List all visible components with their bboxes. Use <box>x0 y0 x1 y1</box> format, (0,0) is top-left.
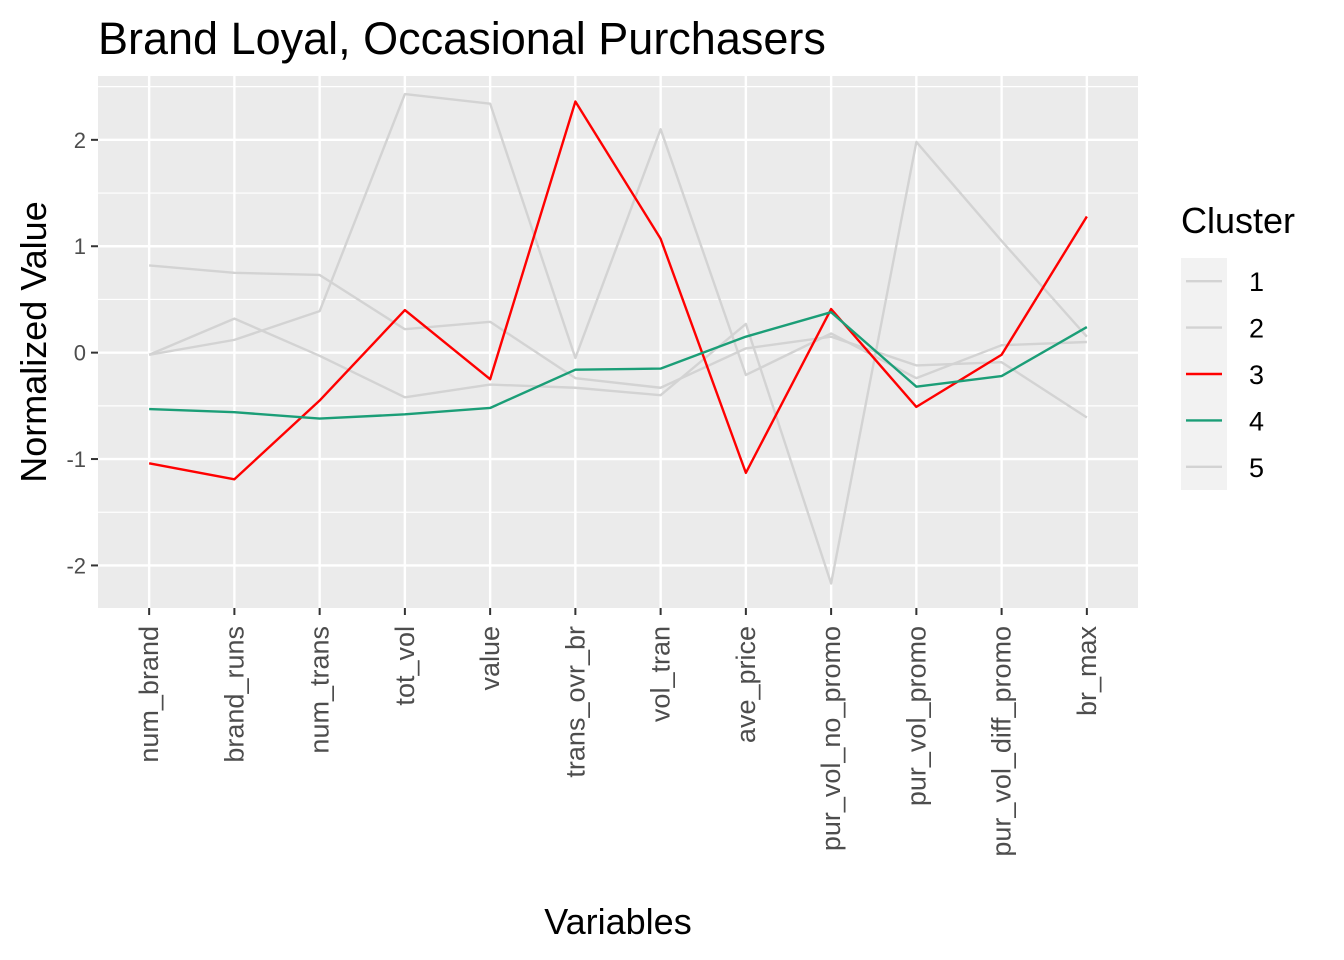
y-tick-label: 2 <box>74 128 86 153</box>
x-tick-label: num_brand <box>134 626 164 763</box>
x-tick-label: pur_vol_promo <box>901 626 931 806</box>
x-axis: num_brand brand_runs num_trans tot_vol value… <box>134 608 1102 857</box>
y-tick-label: -1 <box>66 447 86 472</box>
x-tick-label: trans_ovr_br <box>560 626 590 778</box>
y-axis: -2 -1 0 1 2 <box>66 128 98 578</box>
series-line-cluster-4 <box>149 311 1088 420</box>
x-tick-label: ave_price <box>731 626 761 743</box>
legend-title: Cluster <box>1181 200 1295 241</box>
x-tick-label: br_max <box>1072 626 1102 717</box>
x-tick-label: vol_tran <box>646 626 676 722</box>
legend-label-cluster-3: 3 <box>1249 360 1264 390</box>
legend-items: 1 2 3 4 5 <box>1186 267 1264 483</box>
x-tick-label: pur_vol_diff_promo <box>987 626 1017 857</box>
x-tick-label: brand_runs <box>219 626 249 763</box>
x-axis-title: Variables <box>544 901 691 942</box>
x-tick-label: value <box>475 626 505 691</box>
series-layer <box>148 92 1088 585</box>
series-line-cluster-3 <box>148 100 1088 481</box>
y-tick-label: 0 <box>74 341 86 366</box>
legend-label-cluster-2: 2 <box>1249 314 1264 344</box>
legend-label-cluster-5: 5 <box>1249 453 1264 483</box>
grid-minor <box>98 86 1138 513</box>
legend-label-cluster-1: 1 <box>1249 267 1264 297</box>
y-tick-label: 1 <box>74 234 86 259</box>
series-line-cluster-2 <box>148 140 1088 585</box>
x-tick-label: tot_vol <box>390 626 420 706</box>
plot-panel <box>98 76 1138 608</box>
x-tick-label: num_trans <box>305 626 335 754</box>
y-axis-title: Normalized Value <box>13 201 54 482</box>
legend-label-cluster-4: 4 <box>1249 406 1264 436</box>
series-line-cluster-1 <box>149 264 1088 419</box>
grid-major <box>98 76 1138 608</box>
chart-title: Brand Loyal, Occasional Purchasers <box>98 13 826 64</box>
legend: Cluster 1 2 3 4 5 <box>1181 200 1295 490</box>
series-line-cluster-5 <box>148 92 1087 380</box>
x-tick-label: pur_vol_no_promo <box>816 626 846 851</box>
y-tick-label: -2 <box>66 553 86 578</box>
